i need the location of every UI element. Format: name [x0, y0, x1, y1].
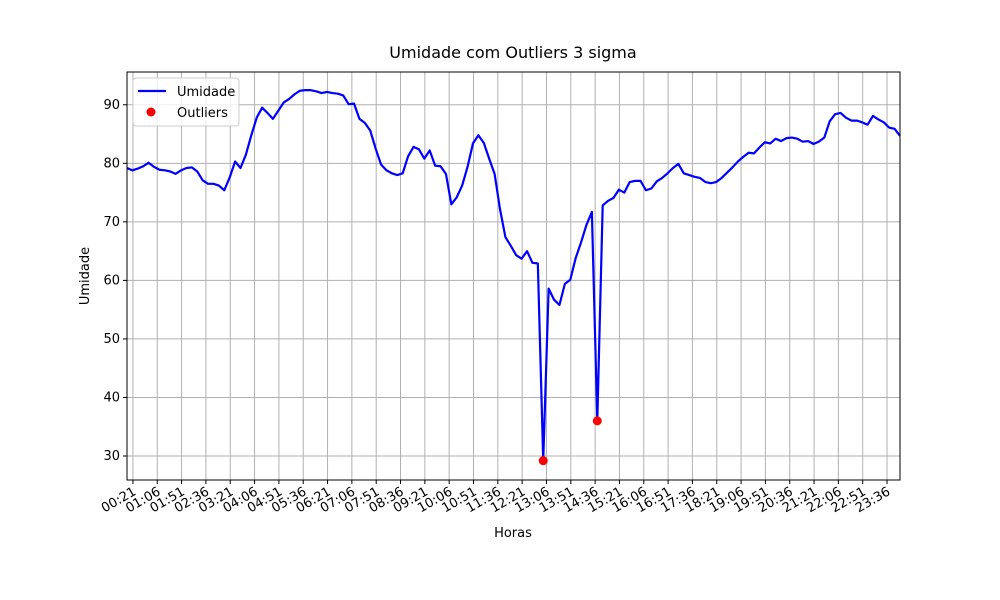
chart-title: Umidade com Outliers 3 sigma — [389, 43, 636, 62]
y-tick-label: 80 — [103, 156, 120, 171]
y-tick-label: 50 — [103, 332, 120, 347]
outlier-point — [538, 456, 548, 466]
legend-label: Umidade — [177, 85, 235, 100]
y-tick-label: 40 — [103, 390, 120, 405]
legend-marker — [146, 107, 156, 117]
x-axis-label: Horas — [494, 526, 532, 541]
legend-label: Outliers — [177, 106, 228, 121]
y-tick-label: 70 — [103, 215, 120, 230]
y-tick-label: 60 — [103, 273, 120, 288]
plot-frame — [126, 71, 901, 481]
y-axis-label: Umidade — [78, 247, 93, 305]
y-tick-label: 90 — [103, 98, 120, 113]
outlier-point — [592, 416, 602, 426]
y-tick-label: 30 — [103, 449, 120, 464]
data-line — [126, 89, 901, 462]
